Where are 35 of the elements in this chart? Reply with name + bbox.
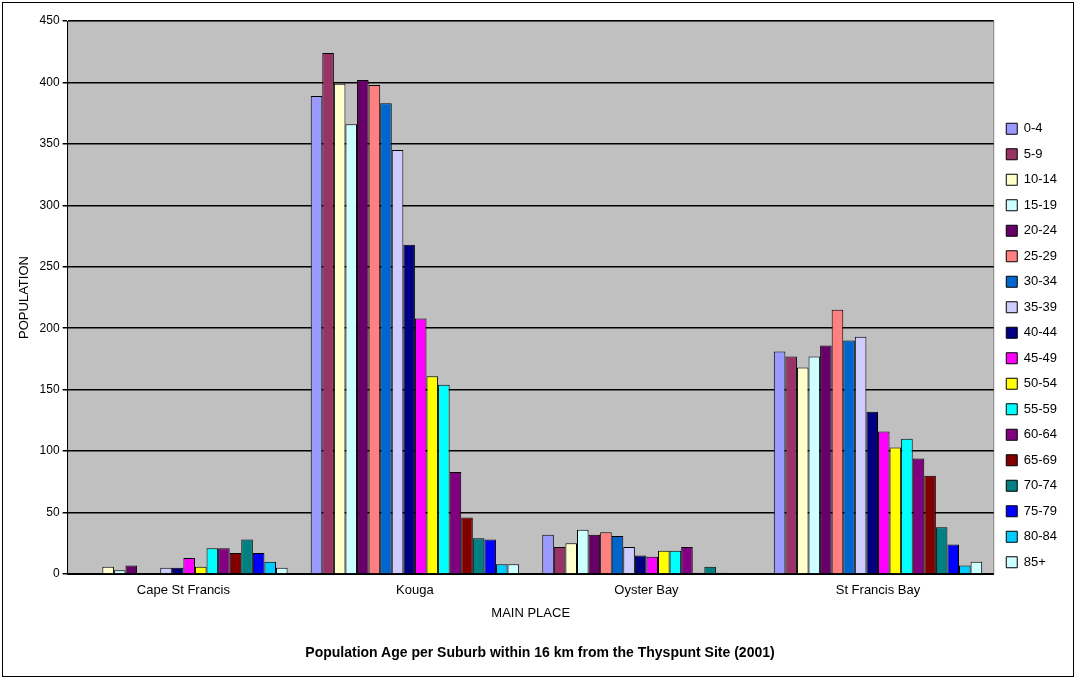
legend-label: 0-4 <box>1023 120 1043 136</box>
legend-label: 60-64 <box>1023 426 1057 442</box>
x-tick-label: St Francis Bay <box>835 582 921 598</box>
y-tick-label: 200 <box>39 320 60 335</box>
x-axis-title: MAIN PLACE <box>491 604 571 620</box>
legend-label: 50-54 <box>1023 375 1057 391</box>
y-tick-label: 0 <box>52 566 60 581</box>
y-tick-label: 350 <box>39 136 60 151</box>
y-tick-label: 250 <box>39 259 60 274</box>
legend-label: 80-84 <box>1023 528 1057 544</box>
legend-label: 20-24 <box>1023 222 1057 238</box>
y-tick-label: 100 <box>39 443 60 458</box>
y-tick-label: 400 <box>39 74 60 89</box>
x-tick-label: Oyster Bay <box>614 582 680 598</box>
legend-label: 55-59 <box>1023 400 1057 416</box>
legend-label: 40-44 <box>1023 324 1057 340</box>
legend-label: 15-19 <box>1023 196 1057 212</box>
x-tick-label: Kouga <box>396 582 435 598</box>
y-tick-label: 300 <box>39 197 60 212</box>
x-tick-label: Cape St Francis <box>136 582 231 598</box>
legend-label: 45-49 <box>1023 349 1057 365</box>
legend-label: 25-29 <box>1023 247 1057 263</box>
legend-label: 70-74 <box>1023 477 1057 493</box>
y-tick-label: 150 <box>39 381 60 396</box>
legend-label: 5-9 <box>1023 145 1043 161</box>
y-tick-label: 50 <box>46 504 60 519</box>
y-axis-title: POPULATION <box>16 256 32 339</box>
legend-label: 35-39 <box>1023 298 1057 314</box>
text: Population Age per Suburb within 16 km from the Thyspunt Site (2001) <box>305 644 775 661</box>
legend-label: 75-79 <box>1023 502 1057 518</box>
y-tick-label: 450 <box>39 13 60 28</box>
legend-label: 10-14 <box>1023 171 1057 187</box>
legend-label: 85+ <box>1023 553 1046 569</box>
legend-label: 65-69 <box>1023 451 1057 467</box>
legend-label: 30-34 <box>1023 273 1057 289</box>
